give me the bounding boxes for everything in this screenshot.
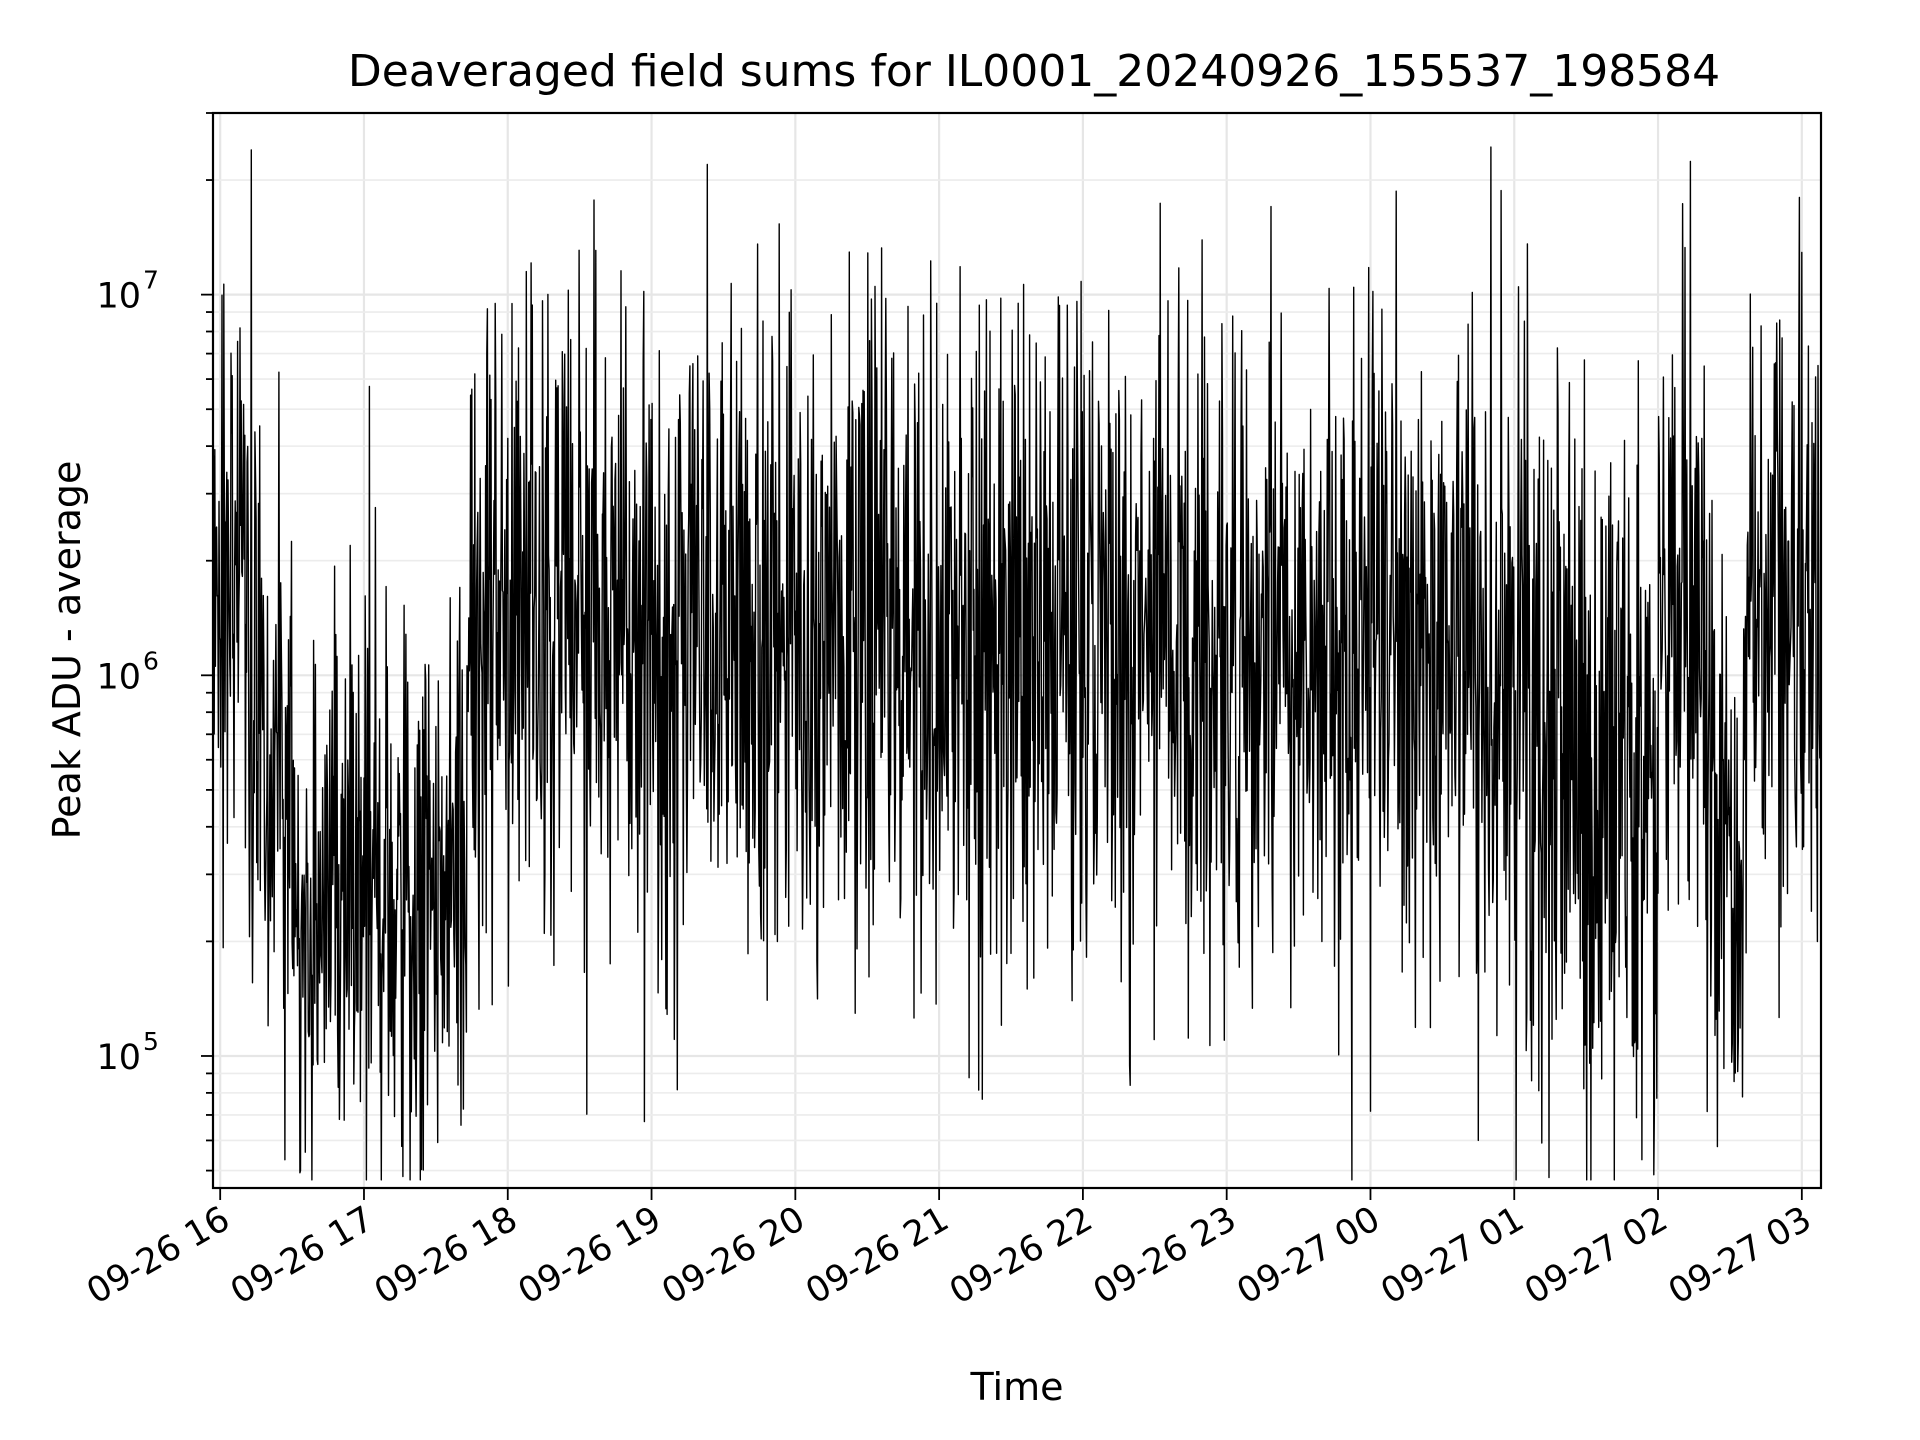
x-tick-label: 09-27 02 — [1518, 1199, 1674, 1312]
y-tick-exponent: 6 — [143, 646, 159, 675]
y-tick-label: 10 6 — [96, 646, 158, 697]
x-tick-label: 09-27 03 — [1662, 1199, 1818, 1312]
series-layer — [212, 146, 1822, 1181]
y-tick-base: 10 — [96, 1038, 141, 1078]
x-tick-label: 09-26 17 — [224, 1199, 380, 1312]
series-line — [212, 146, 1822, 1181]
x-tick-label: 09-26 23 — [1087, 1199, 1243, 1312]
plot-frame — [211, 111, 1823, 1190]
y-tick-exponent: 5 — [143, 1027, 159, 1056]
y-tick-exponent: 7 — [143, 266, 159, 295]
x-tick-label: 09-26 22 — [943, 1199, 1099, 1312]
x-tick-label: 09-27 01 — [1374, 1199, 1530, 1312]
x-axis-label: Time — [970, 1365, 1064, 1409]
x-tick-label: 09-26 20 — [656, 1199, 812, 1312]
x-tick-label: 09-27 00 — [1231, 1199, 1387, 1312]
x-tick-label: 09-26 21 — [799, 1199, 955, 1312]
x-tick-label: 09-26 18 — [368, 1199, 524, 1312]
y-tick-base: 10 — [96, 657, 141, 697]
y-tick-label: 10 7 — [96, 266, 158, 317]
y-tick-base: 10 — [96, 277, 141, 317]
x-tick-label: 09-26 19 — [512, 1199, 668, 1312]
y-axis-label: Peak ADU - average — [45, 461, 89, 840]
y-tick-label: 10 5 — [96, 1027, 158, 1078]
chart-title: Deaveraged field sums for IL0001_2024092… — [348, 46, 1720, 97]
x-tick-label: 09-26 16 — [80, 1199, 236, 1312]
